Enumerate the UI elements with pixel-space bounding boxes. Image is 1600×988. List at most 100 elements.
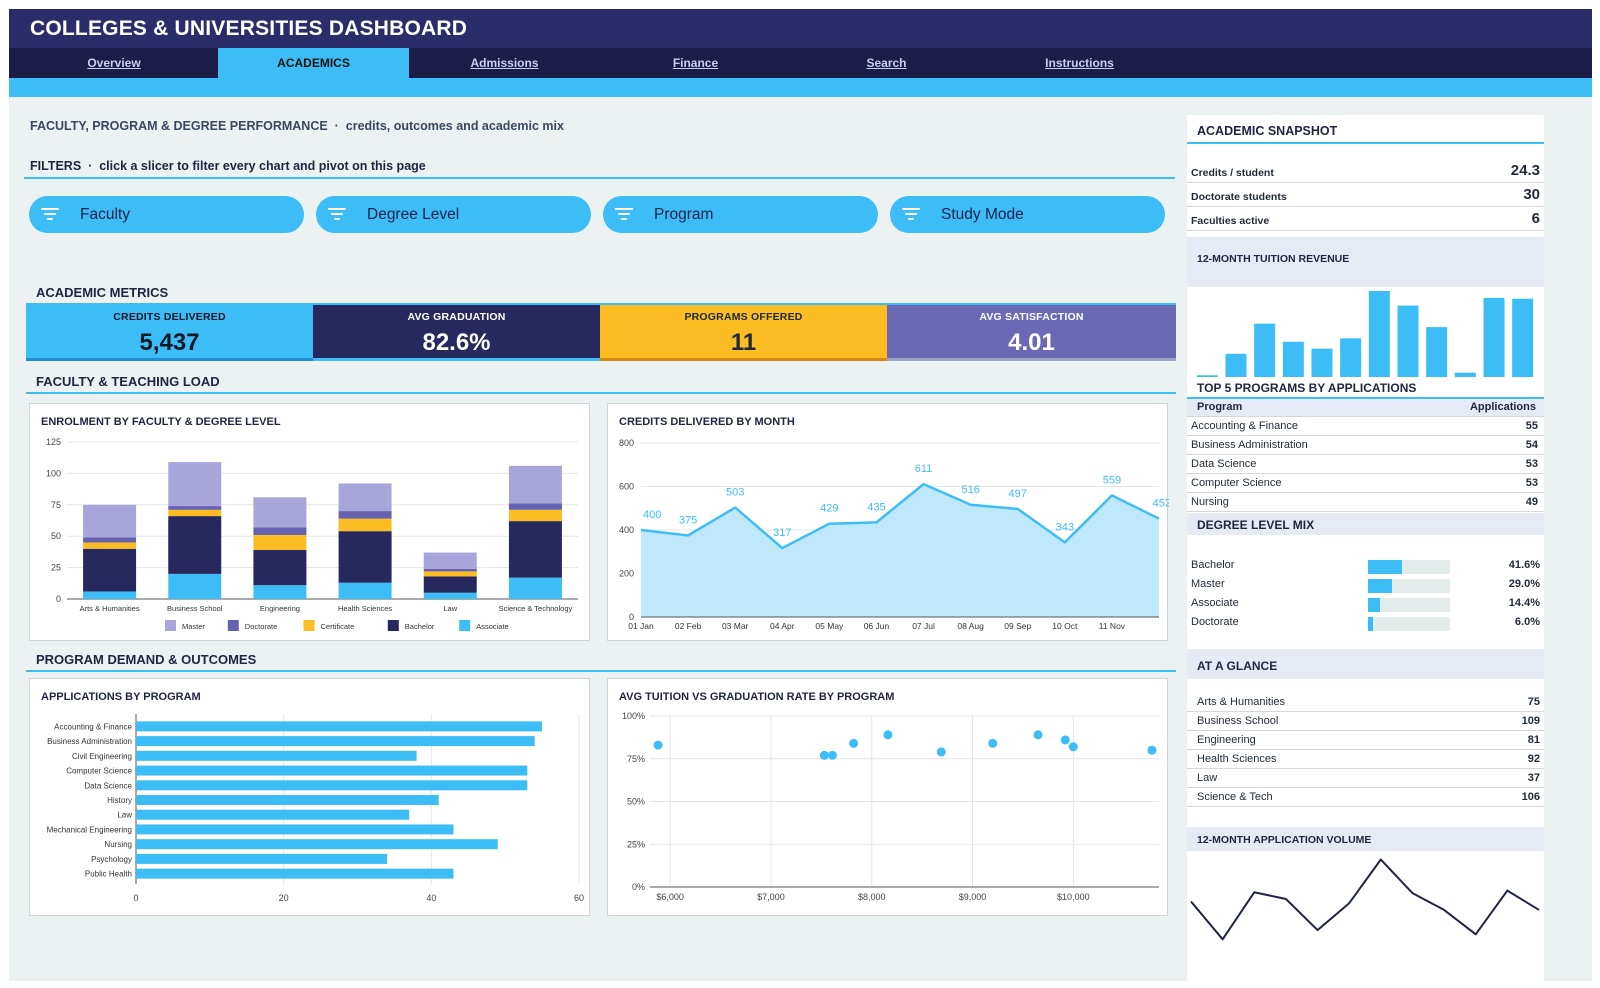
tab-overview[interactable]: Overview [87, 56, 141, 70]
kpi-tile: CREDITS DELIVERED 5,437 [26, 305, 313, 361]
bar [136, 780, 528, 791]
legend-label: Associate [476, 622, 509, 631]
x-tick-label: $7,000 [757, 892, 785, 902]
slicer-label: Study Mode [941, 206, 1024, 223]
x-tick-label: Business School [167, 604, 223, 613]
app-title: COLLEGES & UNIVERSITIES DASHBOARD [9, 9, 1592, 48]
x-tick-label: $10,000 [1057, 892, 1090, 902]
applications-chart: 0 20 40 60 Accounting & Finance Business Admi… [47, 714, 584, 903]
bar-segment [168, 509, 222, 517]
bar [136, 765, 528, 776]
scatter-point [936, 747, 946, 757]
kpi-label: CREDITS DELIVERED [113, 311, 226, 323]
bar-segment [83, 537, 137, 543]
revenue-sparkbar-chart [1196, 291, 1534, 377]
x-tick-label: Science & Technology [499, 604, 573, 613]
data-label: 435 [867, 501, 885, 513]
legend-swatch [165, 620, 176, 631]
degree-bar-fill [1368, 598, 1380, 612]
spark-bar [1454, 372, 1476, 377]
spark-bar [1426, 327, 1448, 377]
tuition-scatter-chart: 0% 25% 50% 75% 100% $6,000 $7,000 $8,000 $9,000 $… [622, 711, 1159, 902]
slicer-study-mode[interactable]: Study Mode [890, 196, 1165, 233]
x-tick-label: Health Sciences [338, 604, 392, 613]
snapshot-value: 6 [1531, 210, 1540, 227]
volume-header: 12-MONTH APPLICATION VOLUME [1187, 827, 1544, 851]
section-title-faculty: FACULTY & TEACHING LOAD [36, 374, 220, 389]
slicer-faculty[interactable]: Faculty [29, 196, 304, 233]
glance-row: Engineering 81 [1187, 731, 1544, 750]
y-tick-label: 75% [627, 754, 645, 764]
y-tick-label: 0% [632, 882, 645, 892]
legend-swatch [227, 620, 239, 631]
data-label: 429 [820, 503, 838, 515]
tab-search[interactable]: Search [866, 56, 907, 70]
scatter-point [1033, 730, 1043, 740]
kpi-label: PROGRAMS OFFERED [684, 311, 803, 323]
bar-segment [253, 497, 307, 528]
volume-sparkline-chart [1190, 858, 1540, 941]
tab-finance[interactable]: Finance [672, 56, 719, 70]
bar-segment [253, 550, 307, 586]
legend-label: Certificate [321, 622, 355, 631]
data-label: 452 [1153, 498, 1169, 510]
scatter-point [1147, 745, 1157, 755]
applications-chart-card: APPLICATIONS BY PROGRAM 0 20 40 60 Accountin… [29, 678, 590, 916]
tab-instructions[interactable]: Instructions [1045, 56, 1114, 70]
bar-segment [423, 576, 477, 593]
bar-segment [338, 531, 392, 583]
filters-underline [24, 177, 1175, 179]
slicer-label: Program [654, 206, 714, 223]
bar-segment [168, 506, 222, 510]
page-heading: FACULTY, PROGRAM & DEGREE PERFORMANCE · … [30, 119, 564, 133]
right-panel: ACADEMIC SNAPSHOT Credits / student 24.3… [1187, 115, 1544, 981]
glance-value: 75 [1527, 696, 1540, 708]
program-applications: 54 [1525, 439, 1538, 451]
program-name: Computer Science [1191, 477, 1282, 489]
x-tick-label: 10 Oct [1052, 621, 1078, 631]
bar-segment [423, 571, 477, 577]
glance-value: 81 [1527, 734, 1540, 746]
section-title-demand: PROGRAM DEMAND & OUTCOMES [36, 652, 257, 667]
top-programs-title: TOP 5 PROGRAMS BY APPLICATIONS [1197, 381, 1417, 395]
y-tick-label: 600 [619, 482, 634, 492]
glance-row: Business School 109 [1187, 712, 1544, 731]
spark-bar [1254, 323, 1276, 377]
degree-bar-track [1368, 617, 1450, 631]
bar-segment [423, 568, 477, 572]
slicer-program[interactable]: Program [603, 196, 878, 233]
data-label: 400 [643, 509, 661, 521]
spark-bar [1512, 298, 1534, 377]
spark-bar [1397, 305, 1419, 377]
program-applications: 53 [1525, 477, 1538, 489]
y-tick-label: 0 [629, 612, 634, 622]
y-tick-label: Psychology [91, 855, 132, 864]
glance-value: 92 [1527, 753, 1540, 765]
degree-pct: 14.4% [1508, 597, 1540, 609]
x-tick-label: 01 Jan [628, 621, 654, 631]
spark-line [1190, 858, 1540, 941]
x-tick-label: 02 Feb [675, 621, 702, 631]
metrics-underline [26, 303, 1176, 305]
y-tick-label: Business Administration [47, 737, 132, 746]
bar-segment [338, 511, 392, 519]
legend-label: Master [182, 622, 205, 631]
bar-segment [83, 504, 137, 538]
degree-bar-fill [1368, 560, 1403, 574]
y-tick-label: Data Science [84, 781, 132, 790]
program-applications: 55 [1525, 420, 1538, 432]
bar-segment [253, 585, 307, 599]
tab-academics[interactable]: ACADEMICS [218, 48, 409, 78]
top-programs-columns: Program Applications [1187, 399, 1544, 417]
tab-admissions[interactable]: Admissions [470, 56, 539, 70]
glance-label: Science & Tech [1197, 791, 1273, 803]
series-line [640, 482, 1160, 550]
snapshot-underline [1187, 142, 1544, 144]
scatter-point [653, 740, 663, 750]
glance-row: Law 37 [1187, 769, 1544, 788]
degree-pct: 41.6% [1508, 559, 1540, 571]
y-tick-label: Civil Engineering [72, 752, 132, 761]
x-tick-label: 08 Aug [957, 621, 984, 631]
enrolment-chart-title: ENROLMENT BY FACULTY & DEGREE LEVEL [41, 416, 281, 428]
slicer-degree-level[interactable]: Degree Level [316, 196, 591, 233]
